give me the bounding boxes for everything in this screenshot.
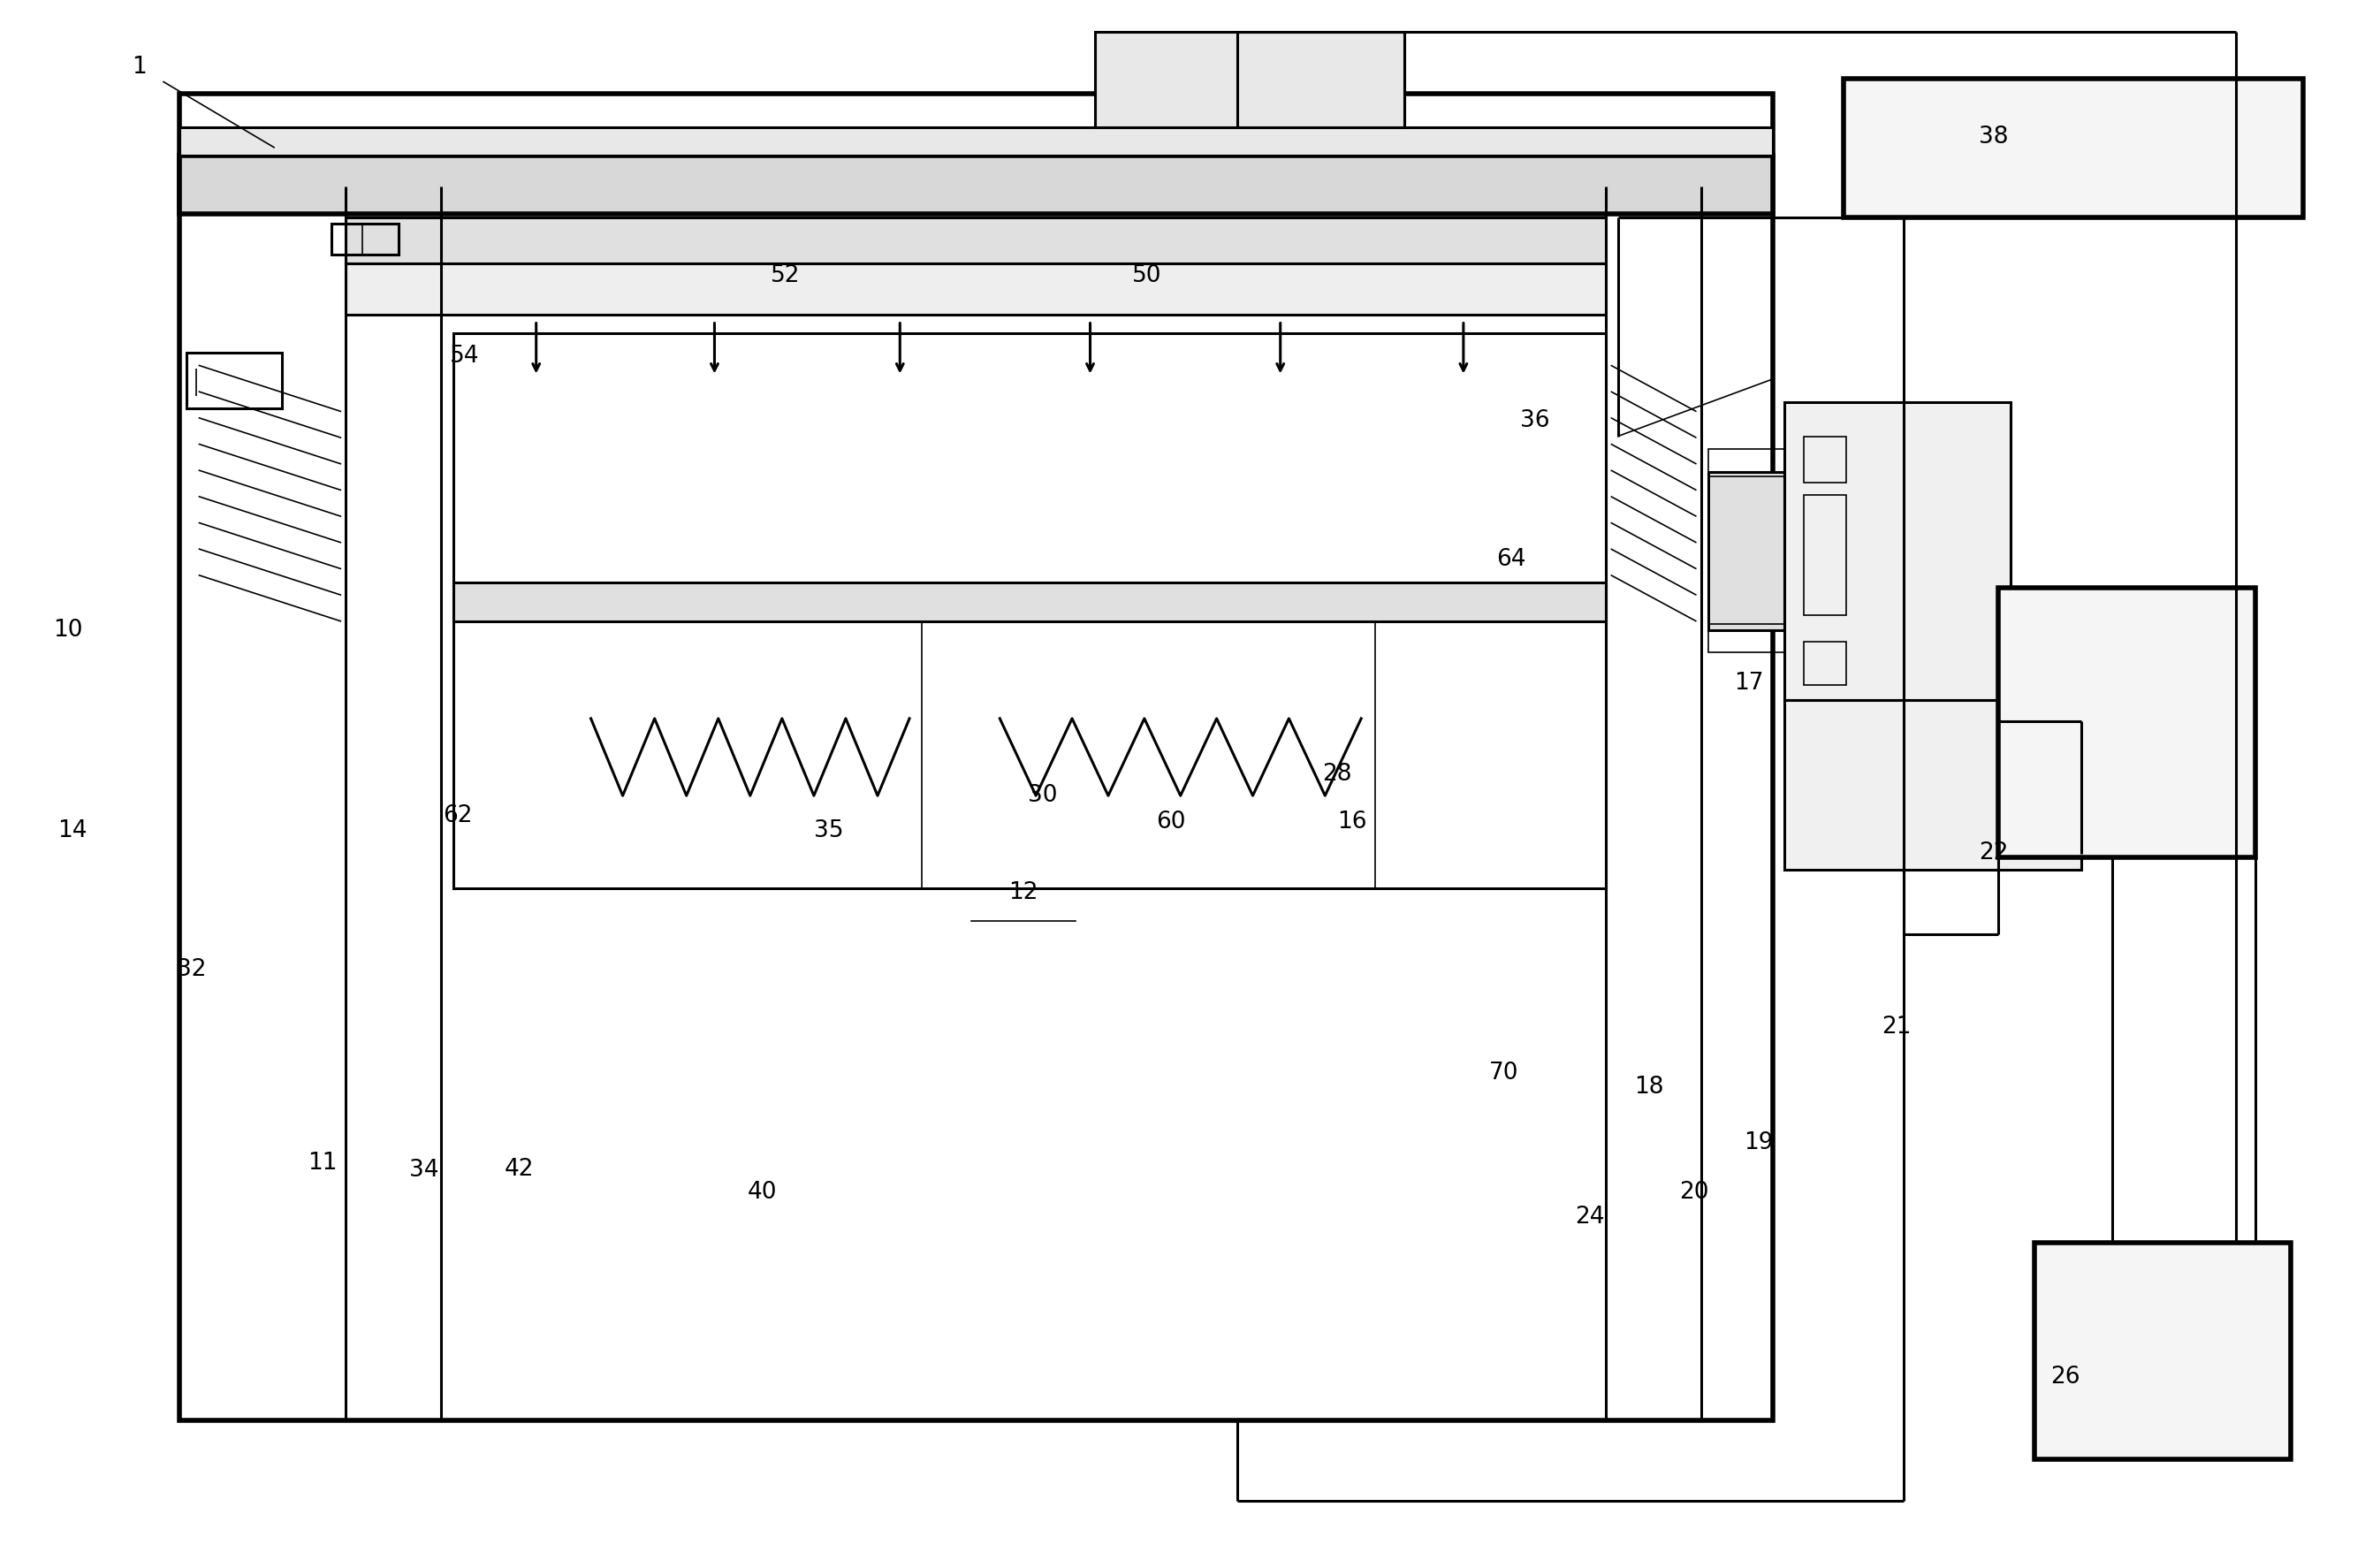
Text: 17: 17 [1735, 672, 1764, 695]
Text: 1: 1 [131, 56, 148, 79]
Text: 10: 10 [52, 620, 83, 643]
Text: 60: 60 [1157, 811, 1185, 833]
Bar [452, 332, 1606, 888]
Text: 35: 35 [814, 820, 843, 842]
Bar [452, 582, 1606, 621]
Text: 36: 36 [1521, 409, 1549, 433]
Text: 19: 19 [1745, 1131, 1773, 1154]
Text: 16: 16 [1338, 811, 1366, 833]
Bar [1709, 448, 1785, 476]
Text: 26: 26 [2049, 1366, 2080, 1389]
Text: 28: 28 [1323, 763, 1352, 785]
Bar [1845, 79, 2304, 218]
Text: 64: 64 [1497, 548, 1526, 572]
Bar [178, 128, 1773, 156]
Bar [1804, 641, 1847, 684]
Bar [1709, 624, 1785, 652]
Bar [1804, 436, 1847, 482]
Text: 30: 30 [1028, 785, 1057, 806]
Text: 38: 38 [1978, 125, 2009, 148]
Bar [1804, 494, 1847, 615]
Text: 14: 14 [57, 820, 88, 842]
Bar [331, 224, 397, 255]
Text: 22: 22 [1978, 840, 2009, 864]
Bar [345, 264, 1606, 314]
Text: 50: 50 [1133, 264, 1161, 287]
Text: 62: 62 [443, 805, 474, 827]
Bar [1709, 471, 1785, 630]
Bar [178, 94, 1773, 1420]
Text: 54: 54 [450, 345, 481, 368]
Bar [1999, 587, 2256, 857]
Text: 18: 18 [1635, 1075, 1664, 1098]
Bar [345, 218, 1606, 264]
Text: 52: 52 [771, 264, 800, 287]
Bar [178, 156, 1773, 215]
Text: 40: 40 [747, 1180, 776, 1204]
Text: 11: 11 [307, 1151, 338, 1174]
Text: 34: 34 [409, 1159, 440, 1182]
Text: 20: 20 [1680, 1180, 1709, 1204]
Bar [186, 352, 281, 408]
Text: 42: 42 [505, 1157, 535, 1180]
Text: 12: 12 [1009, 881, 1038, 904]
Bar [2035, 1244, 2292, 1458]
Text: 24: 24 [1576, 1205, 1604, 1228]
Text: 70: 70 [1490, 1061, 1518, 1085]
Text: 21: 21 [1880, 1015, 1911, 1038]
Bar [1095, 32, 1404, 128]
Bar [1785, 700, 2082, 870]
Bar [1785, 402, 2011, 700]
Text: 32: 32 [176, 958, 207, 981]
